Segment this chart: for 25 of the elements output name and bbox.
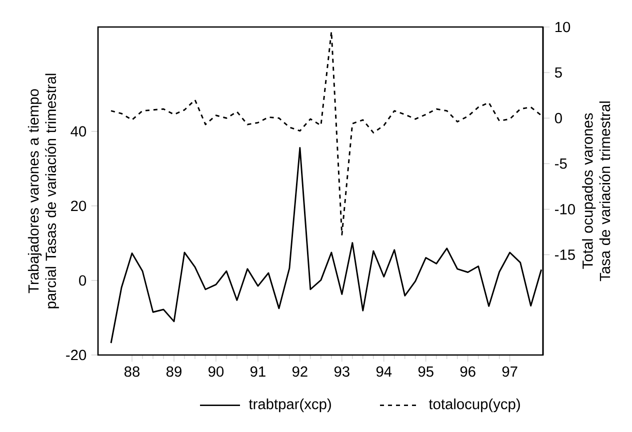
x-tick-label: 90: [208, 366, 224, 377]
x-tick-label: 88: [124, 366, 140, 377]
x-tick-label: 94: [376, 366, 392, 377]
y-tick-label: -20: [66, 350, 86, 360]
y-axis-title: Trabajadores varones a tiempo parcial Tasas de variación trimestral: [28, 74, 59, 308]
y2-tick-label: 10: [555, 22, 570, 32]
x-tick-label: 89: [166, 366, 182, 377]
x-tick-label: 97: [502, 366, 518, 377]
legend-label: totalocup(ycp): [428, 398, 520, 412]
y-tick-label: 20: [71, 200, 86, 212]
x-tick-label: 96: [460, 366, 476, 377]
x-tick-label: 92: [292, 366, 308, 377]
x-tick-label: 93: [334, 366, 350, 377]
x-tick-label: 95: [418, 366, 434, 377]
y-tick-label: 40: [70, 126, 86, 137]
y-tick-label: 0: [79, 275, 86, 286]
line-series: [110, 30, 542, 236]
y2-tick-label: -10: [555, 204, 575, 214]
x-tick-label: 91: [250, 366, 266, 377]
y2-tick-label: 5: [554, 67, 562, 78]
y2-tick-label: -5: [555, 158, 567, 169]
legend-label: trabtpar(xcp): [248, 398, 331, 412]
y2-axis-title: Total ocupados varones Tasa de variación trimestral: [582, 102, 610, 282]
y2-tick-label: 0: [554, 112, 562, 124]
y2-tick-label: -15: [555, 250, 575, 260]
